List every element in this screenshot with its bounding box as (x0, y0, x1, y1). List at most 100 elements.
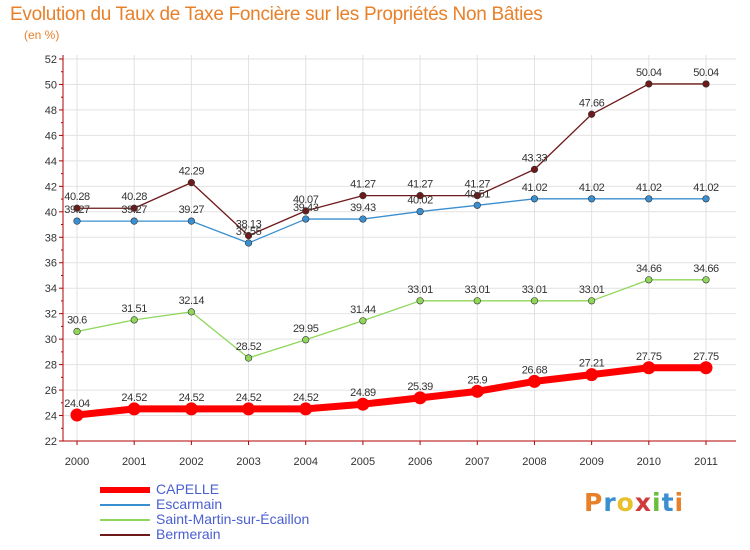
data-label: 33.01 (465, 284, 491, 296)
data-point (702, 276, 710, 284)
data-point (416, 207, 424, 216)
data-point (530, 297, 539, 305)
data-label: 30.6 (67, 314, 87, 326)
data-label: 33.01 (522, 284, 548, 296)
legend-label: Saint-Martin-sur-Écaillon (156, 511, 310, 527)
data-point (645, 80, 653, 88)
y-tick-label: 38 (45, 232, 57, 244)
x-tick-label: 2001 (122, 456, 146, 468)
data-point (187, 308, 195, 316)
data-point (73, 217, 81, 225)
data-point (302, 336, 310, 344)
legend-label: Bermerain (156, 526, 221, 542)
data-label: 40.51 (465, 188, 491, 200)
plot-area (63, 55, 736, 441)
data-label: 38.13 (236, 219, 262, 231)
data-point (473, 192, 481, 200)
data-point (302, 215, 310, 223)
data-label: 32.14 (179, 295, 205, 307)
series-line (76, 364, 706, 419)
data-label: 42.29 (179, 166, 205, 178)
data-point (184, 402, 198, 416)
data-label: 31.44 (350, 304, 376, 316)
data-point (359, 215, 367, 223)
data-point (473, 201, 481, 209)
x-tick-label: 2002 (179, 456, 203, 468)
x-tick-label: 2009 (579, 456, 603, 468)
legend-swatch (100, 487, 150, 493)
data-point (130, 217, 138, 225)
y-tick-label: 32 (45, 309, 57, 321)
data-point (73, 327, 81, 336)
x-tick-label: 2008 (522, 456, 546, 468)
data-label: 40.02 (407, 195, 433, 207)
x-tick-label: 2000 (65, 456, 89, 468)
data-point (702, 195, 710, 203)
data-point (470, 384, 484, 398)
data-label: 25.39 (407, 381, 433, 393)
series-escarmain (73, 195, 710, 247)
data-label: 24.52 (179, 392, 205, 404)
data-point (359, 192, 367, 200)
data-label: 24.89 (350, 387, 376, 399)
data-label: 26.68 (522, 364, 548, 376)
data-label: 27.75 (636, 351, 662, 363)
data-point (416, 192, 424, 200)
y-tick-label: 28 (45, 360, 57, 372)
data-label: 40.28 (64, 191, 90, 203)
data-point (356, 397, 370, 411)
y-tick-label: 26 (45, 385, 57, 397)
data-point (530, 195, 539, 203)
legend-swatch (100, 504, 150, 506)
y-tick-label: 30 (45, 334, 57, 346)
y-tick-label: 50 (45, 79, 57, 91)
data-point (302, 207, 310, 215)
data-point (642, 361, 656, 375)
data-label: 41.02 (579, 182, 605, 194)
data-label: 43.33 (522, 152, 548, 164)
chart-title: Evolution du Taux de Taxe Foncière sur l… (10, 4, 543, 25)
data-point (242, 402, 256, 416)
data-label: 34.66 (693, 263, 719, 275)
data-point (588, 297, 596, 305)
legend-label: Escarmain (156, 496, 223, 512)
data-label: 47.66 (579, 97, 605, 109)
data-point (359, 317, 367, 325)
x-tick-label: 2003 (236, 456, 260, 468)
logo-letter: P (584, 488, 604, 517)
y-tick-label: 40 (45, 207, 57, 219)
data-point (413, 391, 427, 405)
data-point (130, 316, 138, 324)
y-tick-label: 44 (45, 156, 57, 168)
data-point (187, 217, 195, 225)
data-label: 41.27 (407, 179, 433, 191)
data-point (527, 374, 541, 388)
y-tick-label: 24 (45, 411, 57, 423)
y-tick-label: 42 (45, 181, 57, 193)
data-label: 28.52 (236, 341, 262, 353)
data-point (585, 368, 599, 382)
data-label: 24.04 (64, 398, 90, 410)
y-tick-label: 34 (45, 283, 57, 295)
data-point (645, 276, 653, 284)
data-point (244, 232, 253, 240)
data-label: 24.52 (293, 392, 319, 404)
data-label: 41.02 (522, 182, 548, 194)
data-point (70, 408, 84, 422)
series-capelle (70, 361, 713, 422)
data-point (416, 297, 424, 305)
data-label: 31.51 (121, 303, 147, 315)
logo-letter: i (674, 488, 685, 517)
series-line (77, 83, 706, 237)
data-point (645, 195, 653, 203)
data-label: 41.02 (636, 182, 662, 194)
data-label: 29.95 (293, 323, 319, 335)
data-label: 39.27 (121, 204, 147, 216)
data-point (187, 179, 195, 187)
series-saint-martin-sur-caillon (73, 276, 710, 362)
data-point (244, 239, 253, 247)
logo-letter: i (652, 488, 662, 517)
x-tick-label: 2007 (465, 456, 489, 468)
data-point (73, 204, 81, 212)
